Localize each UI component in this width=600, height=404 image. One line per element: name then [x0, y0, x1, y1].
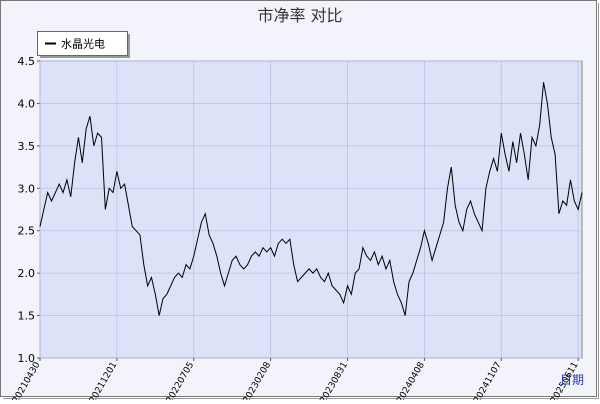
y-tick-label: 3.5 — [18, 140, 36, 153]
y-tick-label: 1.5 — [18, 310, 36, 323]
x-axis-label: 日期 — [560, 373, 584, 387]
chart-title: 市净率 对比 — [257, 6, 342, 25]
y-tick-label: 2.5 — [18, 225, 36, 238]
y-tick-label: 4.0 — [18, 97, 36, 110]
y-tick-label: 4.5 — [18, 55, 36, 68]
legend-label: 水晶光电 — [61, 37, 105, 51]
series-line — [39, 82, 583, 316]
y-tick-label: 1.0 — [18, 352, 36, 365]
y-tick-label: 3.0 — [18, 182, 36, 195]
plot-area — [39, 60, 583, 359]
y-tick-label: 2.0 — [18, 267, 36, 280]
